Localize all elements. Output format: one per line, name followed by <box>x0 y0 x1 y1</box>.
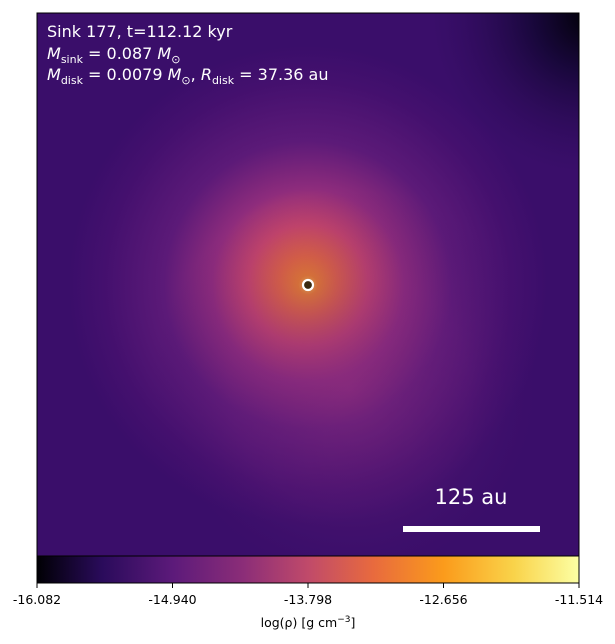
colorbar-axis-label: log(ρ) [g cm−3] <box>261 615 356 630</box>
colorbar-tick-labels: -16.082 -14.940 -13.798 -12.656 -11.514 <box>13 592 603 607</box>
colorbar-tick-label: -13.798 <box>284 592 332 607</box>
colorbar-tick-label: -12.656 <box>419 592 467 607</box>
scale-bar-label: 125 au <box>435 485 508 509</box>
msink-label: Msink = 0.087 M⊙ <box>47 44 180 66</box>
colorbar-ticks <box>36 583 580 588</box>
colorbar-tick-label: -11.514 <box>555 592 603 607</box>
mdisk-rdisk-label: Mdisk = 0.0079 M⊙, Rdisk = 37.36 au <box>47 65 329 87</box>
colorbar-tick-label: -14.940 <box>148 592 196 607</box>
colorbar <box>36 555 580 584</box>
colorbar-tick-label: -16.082 <box>13 592 61 607</box>
scale-bar <box>403 526 540 532</box>
white-ring-marker <box>301 278 315 292</box>
sink-time-label: Sink 177, t=112.12 kyr <box>47 22 233 41</box>
